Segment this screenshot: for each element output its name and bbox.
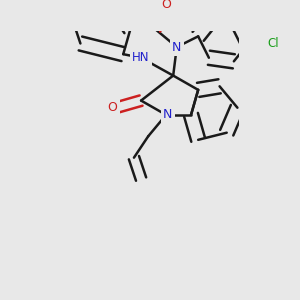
Text: N: N [172,40,182,53]
Text: O: O [108,101,118,114]
Text: HN: HN [132,51,150,64]
Text: N: N [163,108,172,121]
Text: Cl: Cl [267,37,279,50]
Text: O: O [161,0,171,11]
